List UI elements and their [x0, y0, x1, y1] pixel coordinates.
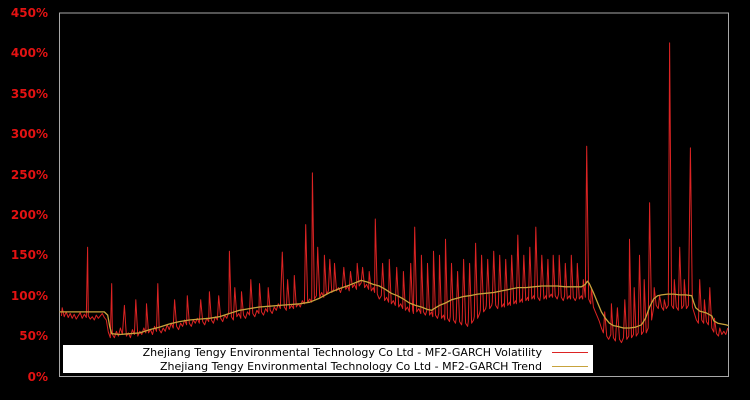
y-tick-label: 0%: [27, 369, 48, 384]
y-tick-label: 300%: [10, 127, 48, 142]
y-tick-label: 400%: [10, 46, 48, 61]
legend-label-volatility: Zhejiang Tengy Environmental Technology …: [142, 345, 542, 359]
y-tick-label: 150%: [10, 248, 48, 263]
legend-row-volatility: Zhejiang Tengy Environmental Technology …: [63, 345, 593, 359]
y-axis: 0% 50% 100% 150% 200% 250% 300% 350% 400% 450%: [0, 0, 48, 400]
y-tick-label: 350%: [10, 86, 48, 101]
plot-frame: [59, 12, 729, 377]
trend-line-swatch-icon: [552, 365, 588, 367]
y-tick-label: 200%: [10, 207, 48, 222]
volatility-line-swatch-icon: [552, 351, 588, 353]
legend: Zhejiang Tengy Environmental Technology …: [63, 345, 593, 373]
legend-row-trend: Zhejiang Tengy Environmental Technology …: [63, 359, 593, 373]
volatility-line: [61, 42, 729, 344]
legend-label-trend: Zhejiang Tengy Environmental Technology …: [160, 359, 542, 373]
y-tick-label: 100%: [10, 288, 48, 303]
y-tick-label: 250%: [10, 167, 48, 182]
y-tick-label: 450%: [10, 6, 48, 20]
y-tick-label: 50%: [19, 329, 48, 344]
trend-line: [59, 279, 729, 336]
